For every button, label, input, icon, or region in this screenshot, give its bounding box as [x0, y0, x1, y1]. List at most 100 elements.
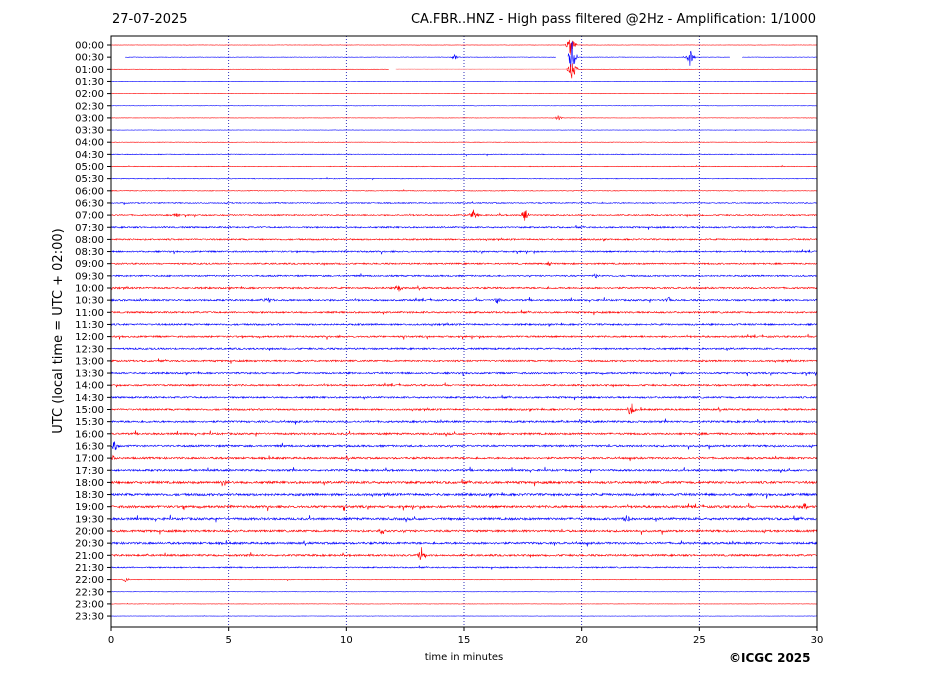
trace-21-30: [110, 565, 818, 570]
y-tick-label: 19:00: [75, 502, 104, 513]
trace-06-00: [110, 189, 818, 192]
y-tick-label: 21:30: [75, 563, 104, 574]
trace-20-30: [110, 540, 818, 547]
y-tick-label: 11:30: [75, 320, 104, 331]
trace-11-30: [110, 322, 818, 327]
trace-10-30: [110, 296, 818, 304]
y-tick-label: 05:00: [75, 162, 104, 173]
trace-04-30: [110, 153, 818, 157]
y-tick-label: 10:00: [75, 284, 104, 295]
y-tick-label: 05:30: [75, 174, 104, 185]
y-tick-label: 04:00: [75, 138, 104, 149]
y-tick-label: 01:00: [75, 65, 104, 76]
y-tick-label: 06:30: [75, 198, 104, 209]
y-tick-label: 12:00: [75, 332, 104, 343]
y-tick-label: 22:30: [75, 587, 104, 598]
trace-16-30: [110, 441, 818, 451]
y-tick-label: 01:30: [75, 77, 104, 88]
trace-21-00: [110, 547, 818, 561]
trace-18-00: [110, 478, 818, 487]
trace-17-30: [110, 466, 818, 474]
y-tick-label: 22:00: [75, 575, 104, 586]
trace-05-00: [110, 164, 818, 168]
trace-15-30: [110, 418, 818, 425]
y-tick-label: 07:00: [75, 211, 104, 222]
y-tick-label: 00:00: [75, 41, 104, 52]
trace-23-00: [110, 602, 818, 605]
trace-08-30: [110, 249, 818, 255]
trace-03-00: [110, 114, 818, 121]
x-axis-label: time in minutes: [425, 652, 504, 663]
x-tick-label: 10: [340, 635, 353, 646]
trace-23-30: [110, 615, 818, 617]
y-tick-label: 14:30: [75, 393, 104, 404]
y-tick-label: 09:00: [75, 259, 104, 270]
y-tick-label: 20:30: [75, 539, 104, 550]
trace-00-30: [125, 41, 818, 68]
trace-07-30: [110, 225, 818, 230]
y-tick-label: 13:00: [75, 356, 104, 367]
y-tick-label: 10:30: [75, 296, 104, 307]
y-tick-label: 08:00: [75, 235, 104, 246]
trace-16-00: [110, 430, 818, 437]
trace-05-30: [110, 176, 818, 181]
trace-18-30: [110, 492, 818, 499]
trace-12-30: [110, 346, 818, 351]
trace-14-30: [110, 394, 818, 401]
y-axis-label: UTC (local time = UTC + 02:00): [51, 228, 66, 433]
trace-19-00: [110, 502, 818, 512]
trace-22-30: [110, 590, 818, 593]
trace-03-30: [110, 129, 818, 131]
y-tick-label: 17:00: [75, 454, 104, 465]
trace-15-00: [110, 403, 818, 415]
trace-00-00: [110, 39, 818, 55]
header-date: 27-07-2025: [112, 12, 188, 27]
y-tick-label: 13:30: [75, 369, 104, 380]
trace-10-00: [110, 284, 818, 292]
trace-01-30: [110, 80, 818, 83]
y-tick-label: 14:00: [75, 381, 104, 392]
plot-frame: [110, 35, 818, 628]
trace-20-00: [110, 528, 818, 535]
trace-13-00: [110, 358, 818, 364]
y-tick-label: 20:00: [75, 527, 104, 538]
trace-09-00: [110, 261, 818, 266]
x-tick-label: 25: [693, 635, 706, 646]
x-tick-label: 5: [225, 635, 231, 646]
trace-17-00: [110, 454, 818, 462]
y-tick-label: 21:00: [75, 551, 104, 562]
y-tick-label: 16:30: [75, 441, 104, 452]
header-title: CA.FBR..HNZ - High pass filtered @2Hz - …: [410, 12, 816, 27]
trace-22-00: [110, 577, 818, 583]
trace-06-30: [110, 200, 818, 205]
y-tick-label: 04:30: [75, 150, 104, 161]
y-tick-label: 15:00: [75, 405, 104, 416]
trace-14-00: [110, 382, 818, 388]
trace-09-30: [110, 273, 818, 279]
x-tick-label: 30: [811, 635, 824, 646]
trace-07-00: [110, 209, 818, 221]
y-tick-label: 03:00: [75, 113, 104, 124]
y-tick-label: 11:00: [75, 308, 104, 319]
trace-11-00: [110, 309, 818, 316]
trace-12-00: [110, 333, 818, 340]
y-tick-label: 15:30: [75, 417, 104, 428]
copyright-text: ©ICGC 2025: [729, 651, 811, 665]
y-tick-label: 07:30: [75, 223, 104, 234]
trace-08-00: [110, 237, 818, 242]
grid-layer: [228, 36, 700, 627]
y-tick-label: 23:30: [75, 612, 104, 623]
y-tick-label: 16:00: [75, 429, 104, 440]
y-tick-label: 23:00: [75, 599, 104, 610]
y-tick-label: 02:30: [75, 101, 104, 112]
y-tick-label: 17:30: [75, 466, 104, 477]
y-tick-label: 08:30: [75, 247, 104, 258]
y-tick-label: 02:00: [75, 89, 104, 100]
trace-01-00: [110, 63, 818, 79]
y-tick-label: 18:30: [75, 490, 104, 501]
y-tick-label: 12:30: [75, 344, 104, 355]
y-tick-label: 18:00: [75, 478, 104, 489]
x-tick-label: 15: [458, 635, 471, 646]
